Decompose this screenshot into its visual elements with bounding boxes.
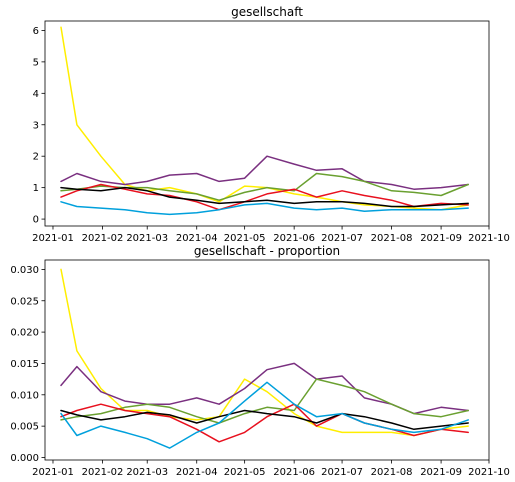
series-line-6 — [60, 201, 469, 216]
x-tick-label: 2021-03 — [126, 467, 168, 478]
x-tick-label: 2021-10 — [468, 233, 510, 244]
axes-frame — [44, 20, 490, 227]
axes-frame — [44, 259, 490, 461]
x-tick-label: 2021-02 — [82, 467, 124, 478]
x-tick-label: 2021-07 — [321, 233, 363, 244]
x-tick-label: 2021-06 — [273, 233, 315, 244]
y-tick-label: 1 — [33, 183, 39, 194]
series-line-2 — [60, 362, 469, 415]
y-tick-label: 4 — [33, 89, 39, 100]
y-tick-label: 0 — [33, 215, 39, 226]
chart-title: gesellschaft - proportion — [194, 244, 340, 258]
x-tick-label: 2021-10 — [468, 467, 510, 478]
x-tick-label: 2021-08 — [371, 233, 413, 244]
y-axis: 0 1 2 3 4 5 6 — [33, 26, 45, 226]
chart-gesellschaft-proportion: gesellschaft - proportion 2021-01 2021-02… — [10, 244, 510, 478]
chart-title: gesellschaft — [231, 5, 303, 19]
y-tick-label: 6 — [33, 26, 39, 37]
x-tick-label: 2021-06 — [273, 467, 315, 478]
y-axis: 0.000 0.005 0.010 0.015 0.020 0.025 0.030 — [10, 265, 45, 464]
series-line-5 — [60, 409, 469, 431]
chart-gesellschaft: gesellschaft 2021-01 2021-02 2021-03 2021-0… — [32, 5, 510, 244]
x-tick-label: 2021-02 — [82, 233, 124, 244]
x-axis: 2021-01 2021-02 2021-03 2021-04 2021-05 2021-… — [32, 460, 510, 478]
y-tick-label: 0.000 — [10, 453, 39, 464]
y-tick-label: 0.005 — [10, 422, 39, 433]
x-tick-label: 2021-03 — [126, 233, 168, 244]
x-axis: 2021-01 2021-02 2021-03 2021-04 2021-05 2021-… — [32, 226, 510, 244]
y-tick-label: 0.020 — [10, 328, 39, 339]
series-line-3 — [60, 378, 469, 424]
x-tick-label: 2021-01 — [32, 233, 74, 244]
x-tick-label: 2021-04 — [176, 467, 218, 478]
x-tick-label: 2021-05 — [224, 233, 266, 244]
series-line-2 — [60, 155, 469, 190]
series-line-6 — [60, 381, 469, 449]
y-tick-label: 0.015 — [10, 359, 39, 370]
y-tick-label: 2 — [33, 152, 39, 163]
y-tick-label: 0.010 — [10, 390, 39, 401]
x-tick-label: 2021-01 — [32, 467, 74, 478]
series-line-4 — [60, 403, 469, 443]
x-tick-label: 2021-05 — [224, 467, 266, 478]
series-line-3 — [60, 172, 469, 201]
y-tick-label: 5 — [33, 57, 39, 68]
y-tick-label: 3 — [33, 120, 39, 131]
x-tick-label: 2021-09 — [420, 467, 462, 478]
plot-lines — [60, 268, 469, 449]
x-tick-label: 2021-08 — [371, 467, 413, 478]
y-tick-label: 0.025 — [10, 296, 39, 307]
x-tick-label: 2021-04 — [176, 233, 218, 244]
series-line-1 — [60, 26, 469, 211]
series-line-1 — [60, 268, 469, 437]
series-line-5 — [60, 186, 469, 208]
y-tick-label: 0.030 — [10, 265, 39, 276]
x-tick-label: 2021-07 — [321, 467, 363, 478]
x-tick-label: 2021-09 — [420, 233, 462, 244]
plot-lines — [60, 26, 469, 216]
